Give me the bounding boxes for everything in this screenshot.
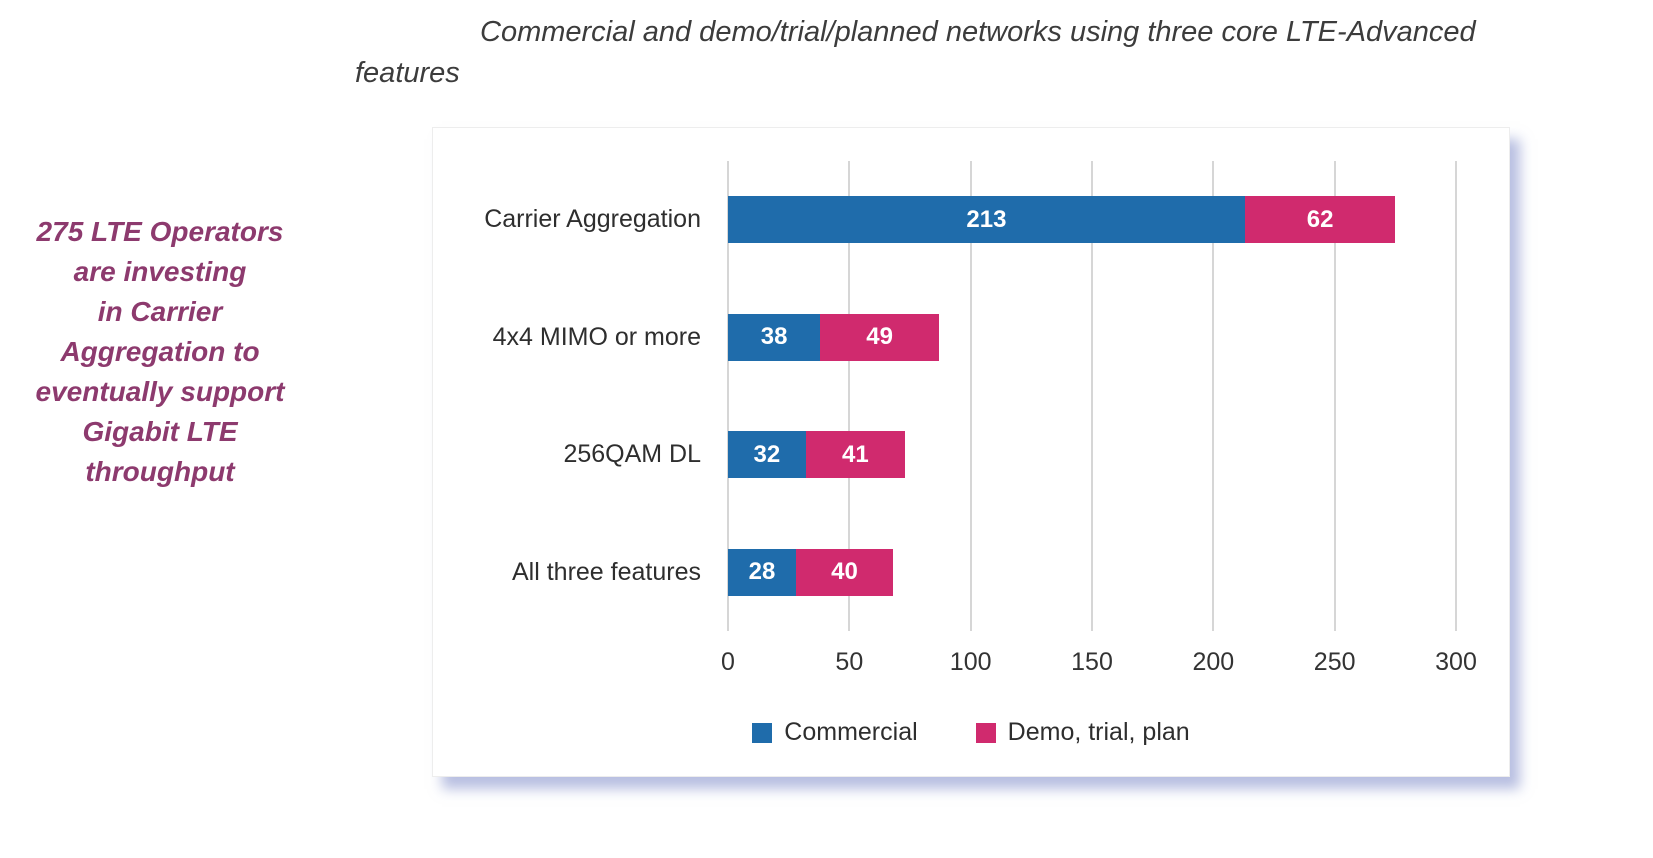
bar-value-label: 49 — [866, 323, 893, 351]
figure-caption: Commercial and demo/trial/planned networ… — [355, 16, 1476, 89]
x-tick-label: 200 — [1192, 648, 1235, 676]
bar-row: 4x4 MIMO or more 38 49 — [433, 313, 1509, 361]
bar-segment: 41 — [805, 431, 906, 479]
bar-value-label: 28 — [748, 558, 776, 586]
bar-segment: 38 — [728, 313, 821, 361]
gridline — [969, 161, 972, 631]
x-tick-label: 0 — [721, 648, 735, 676]
bar-value-label: 62 — [1306, 205, 1334, 233]
legend-label: Commercial — [784, 718, 918, 746]
x-tick-label: 50 — [835, 648, 864, 676]
grid-layer — [727, 161, 1473, 631]
x-axis-ticks: 0 50 100 150 200 250 300 — [721, 648, 1477, 680]
bar-value-label: 40 — [831, 558, 858, 586]
category-label: All three features — [512, 557, 701, 586]
x-tick-label: 100 — [949, 648, 992, 676]
gridline — [727, 161, 729, 631]
gridline — [1212, 161, 1215, 631]
bar-segment: 49 — [820, 313, 940, 361]
bar-segment: 32 — [728, 431, 806, 479]
bar-value-label: 213 — [966, 205, 1007, 233]
sidebar-note: 275 LTE Operators are investing in Carri… — [35, 216, 285, 487]
bar-segment: 62 — [1244, 196, 1396, 244]
stacked-bar: 32 41 — [728, 431, 906, 479]
bar-value-label: 32 — [753, 440, 781, 468]
legend-label: Demo, trial, plan — [1007, 718, 1190, 746]
x-tick-label: 150 — [1071, 648, 1113, 676]
x-tick-label: 250 — [1313, 648, 1356, 676]
category-label: Carrier Aggregation — [484, 205, 701, 234]
gridline — [1333, 161, 1336, 631]
plot-area: Carrier Aggregation 213 62 4x4 MIMO or more… — [433, 161, 1509, 631]
legend-item: Commercial — [752, 718, 918, 747]
category-label: 256QAM DL — [563, 440, 701, 469]
bar-row: 256QAM DL 32 41 — [433, 431, 1509, 479]
bar-segment: 40 — [795, 548, 893, 596]
stacked-bar: 213 62 — [728, 196, 1396, 244]
bar-row: All three features 28 40 — [433, 548, 1509, 596]
bar-value-label: 41 — [842, 440, 869, 468]
legend-item: Demo, trial, plan — [975, 718, 1190, 747]
bar-rows: Carrier Aggregation 213 62 4x4 MIMO or more… — [433, 161, 1509, 631]
bar-segment: 28 — [728, 548, 796, 596]
bar-segment: 213 — [728, 196, 1245, 244]
gridline — [1091, 161, 1093, 631]
stacked-bar: 28 40 — [728, 548, 893, 596]
chart-panel: Carrier Aggregation 213 62 4x4 MIMO or more… — [432, 127, 1510, 777]
x-tick-label: 300 — [1435, 648, 1477, 676]
gridline — [848, 161, 851, 631]
gridline — [1455, 161, 1457, 631]
legend-swatch-icon — [975, 722, 996, 743]
chart-legend: Commercial Demo, trial, plan — [433, 718, 1509, 747]
category-label: 4x4 MIMO or more — [492, 322, 701, 351]
legend-swatch-icon — [752, 722, 773, 743]
bar-value-label: 38 — [760, 323, 788, 351]
bar-row: Carrier Aggregation 213 62 — [433, 196, 1509, 244]
stacked-bar: 38 49 — [728, 313, 940, 361]
